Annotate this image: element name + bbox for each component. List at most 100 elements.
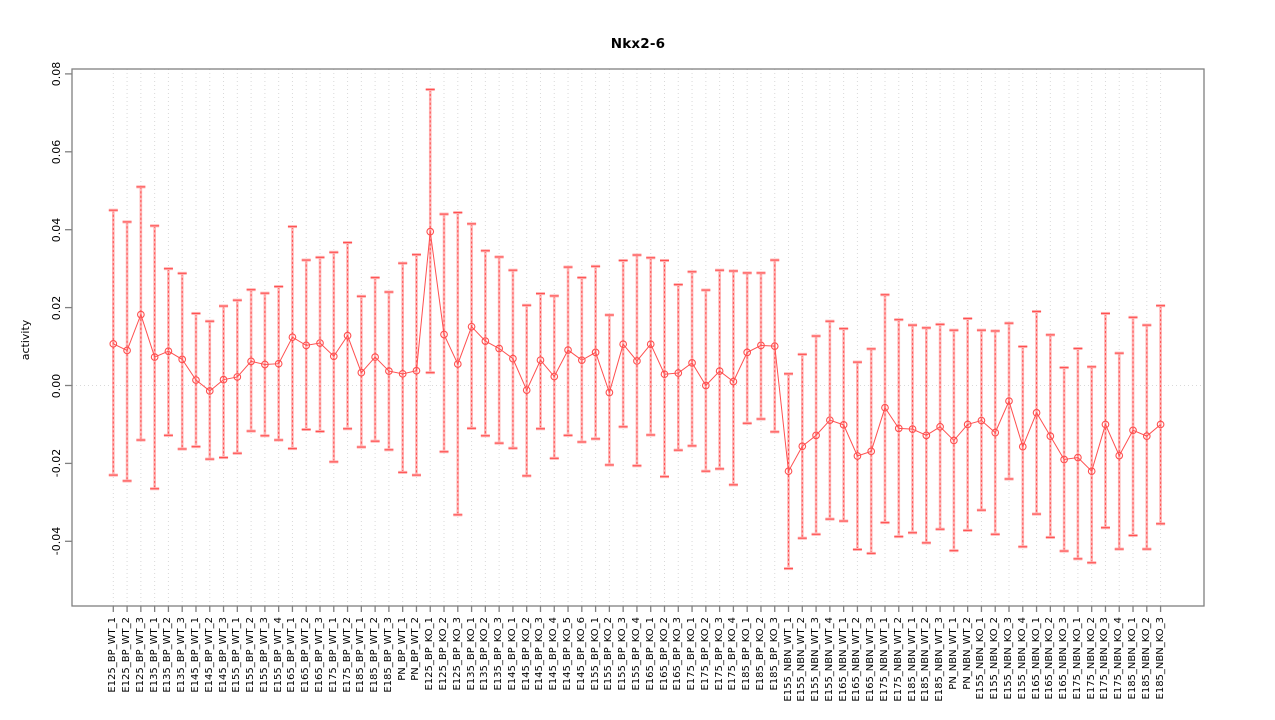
y-tick-label: 0.06 bbox=[50, 139, 63, 165]
x-tick-label: E125_BP_KO_2 bbox=[438, 617, 450, 691]
data-point bbox=[1129, 426, 1137, 435]
x-tick-label: E185_NBN_WT_1 bbox=[906, 617, 918, 702]
x-tick-label: E165_NBN_WT_3 bbox=[865, 617, 877, 702]
data-point bbox=[316, 339, 324, 347]
plot-frame bbox=[71, 68, 1205, 607]
x-tick-label: E125_BP_KO_3 bbox=[451, 617, 463, 691]
data-point bbox=[605, 388, 614, 397]
y-tick-label: 0.02 bbox=[50, 295, 63, 320]
data-point bbox=[1142, 432, 1151, 440]
x-tick-label: E155_BP_WT_1 bbox=[231, 617, 243, 693]
data-point bbox=[385, 367, 393, 375]
data-point bbox=[770, 342, 779, 351]
data-point bbox=[577, 356, 586, 365]
y-tick-label: 0.00 bbox=[50, 373, 63, 398]
data-point bbox=[798, 442, 807, 451]
x-tick-label: E135_BP_WT_3 bbox=[176, 617, 188, 693]
x-tick-label: E145_BP_KO_4 bbox=[548, 617, 560, 691]
data-point bbox=[329, 352, 338, 361]
data-point bbox=[812, 431, 820, 440]
data-point bbox=[1018, 442, 1027, 451]
x-tick-label: E155_NBN_WT_4 bbox=[823, 617, 835, 702]
data-point bbox=[715, 367, 724, 375]
x-tick-label: E175_NBN_WT_2 bbox=[892, 617, 904, 702]
data-point bbox=[481, 337, 490, 345]
x-tick-label: E145_BP_KO_5 bbox=[562, 617, 574, 691]
data-point bbox=[908, 425, 917, 433]
x-tick-label: PN_NBN_WT_1 bbox=[947, 617, 959, 690]
x-tick-label: E155_NBN_WT_2 bbox=[796, 617, 808, 702]
data-point bbox=[522, 386, 531, 395]
x-tick-label: E135_BP_WT_2 bbox=[162, 617, 174, 693]
data-point bbox=[564, 346, 572, 354]
x-tick-label: PN_BP_WT_1 bbox=[396, 617, 408, 681]
data-point bbox=[853, 452, 862, 460]
x-tick-label: E125_BP_WT_3 bbox=[134, 617, 146, 693]
x-tick-label: E185_NBN_WT_2 bbox=[920, 617, 932, 702]
x-tick-label: E165_BP_KO_1 bbox=[644, 617, 656, 691]
data-point bbox=[826, 416, 834, 425]
x-tick-label: E175_NBN_KO_2 bbox=[1085, 617, 1097, 700]
data-point bbox=[991, 428, 1000, 437]
x-tick-label: E155_BP_WT_3 bbox=[258, 617, 270, 693]
x-tick-label: E185_BP_KO_3 bbox=[768, 617, 780, 691]
data-point bbox=[701, 381, 710, 390]
data-point bbox=[922, 431, 931, 440]
x-tick-label: E155_NBN_WT_3 bbox=[810, 617, 822, 702]
x-tick-label: E135_BP_WT_1 bbox=[148, 617, 160, 693]
data-point bbox=[205, 387, 214, 395]
data-point bbox=[784, 467, 793, 476]
data-point bbox=[646, 340, 655, 349]
data-point bbox=[1115, 451, 1124, 460]
x-tick-label: E165_BP_KO_3 bbox=[672, 617, 684, 691]
data-point bbox=[495, 344, 503, 353]
x-tick-label: E175_BP_KO_4 bbox=[727, 617, 739, 691]
data-point bbox=[757, 341, 765, 350]
data-point bbox=[977, 416, 986, 425]
x-tick-label: E165_NBN_KO_1 bbox=[1030, 617, 1042, 700]
x-tick-label: PN_BP_WT_2 bbox=[410, 617, 422, 681]
data-point bbox=[1087, 467, 1096, 476]
x-tick-label: E185_BP_KO_1 bbox=[741, 617, 753, 691]
x-tick-label: E145_BP_KO_3 bbox=[534, 617, 546, 691]
data-point bbox=[178, 355, 187, 364]
data-point bbox=[371, 353, 379, 361]
x-tick-label: PN_NBN_WT_2 bbox=[961, 617, 973, 690]
data-point bbox=[219, 375, 228, 384]
x-tick-label: E125_BP_KO_1 bbox=[424, 617, 436, 691]
x-tick-label: E185_BP_WT_2 bbox=[369, 617, 381, 693]
x-tick-label: E175_NBN_WT_1 bbox=[878, 617, 890, 702]
x-tick-label: E155_NBN_WT_1 bbox=[782, 617, 794, 702]
data-point bbox=[1060, 455, 1068, 464]
y-tick-label: -0.04 bbox=[50, 527, 63, 556]
x-tick-label: E175_BP_KO_2 bbox=[699, 617, 711, 691]
data-point bbox=[467, 322, 476, 331]
x-tick-label: E165_BP_WT_1 bbox=[286, 617, 298, 693]
x-tick-label: E185_NBN_WT_3 bbox=[934, 617, 946, 702]
x-tick-label: E155_BP_KO_2 bbox=[603, 617, 615, 691]
x-tick-label: E155_BP_WT_2 bbox=[245, 617, 257, 693]
data-point bbox=[412, 366, 421, 375]
x-tick-label: E155_BP_KO_1 bbox=[589, 617, 601, 691]
data-point bbox=[137, 310, 145, 319]
data-point bbox=[839, 420, 848, 429]
data-point bbox=[164, 347, 173, 356]
data-point bbox=[302, 341, 311, 350]
x-tick-label: E165_BP_WT_3 bbox=[314, 617, 325, 693]
x-tick-label: E185_NBN_KO_1 bbox=[1127, 617, 1139, 700]
data-point bbox=[881, 403, 889, 412]
data-point bbox=[440, 330, 448, 339]
data-point bbox=[536, 356, 545, 365]
y-tick-label: 0.04 bbox=[50, 217, 63, 242]
data-point bbox=[1005, 397, 1013, 405]
x-tick-label: E145_BP_KO_6 bbox=[575, 617, 587, 691]
data-point bbox=[743, 348, 752, 357]
data-point bbox=[1156, 420, 1165, 429]
x-tick-label: E175_BP_WT_1 bbox=[327, 617, 339, 693]
x-tick-label: E155_BP_KO_3 bbox=[617, 617, 629, 691]
x-tick-label: E155_NBN_KO_2 bbox=[989, 617, 1001, 700]
x-tick-label: E165_NBN_WT_2 bbox=[851, 617, 863, 702]
x-tick-label: E135_BP_KO_2 bbox=[479, 617, 491, 691]
x-tick-label: E175_NBN_KO_4 bbox=[1113, 617, 1125, 700]
